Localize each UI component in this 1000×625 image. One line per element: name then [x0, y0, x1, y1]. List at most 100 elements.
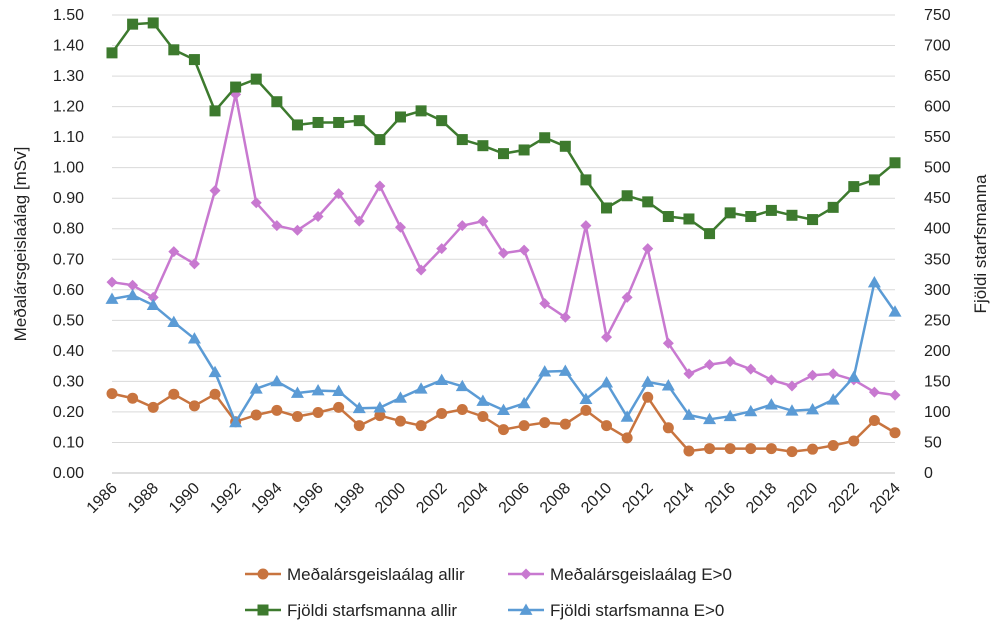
x-tick-label: 2018 — [743, 480, 780, 517]
data-point — [826, 393, 840, 405]
data-point — [868, 386, 880, 398]
data-point — [580, 404, 592, 416]
data-point — [621, 291, 633, 303]
right-axis-title: Fjöldi starfsmanna — [971, 174, 990, 313]
data-point — [188, 54, 200, 66]
data-point — [827, 368, 839, 380]
data-point — [332, 384, 346, 397]
data-point — [456, 134, 468, 146]
data-point — [291, 224, 303, 236]
x-tick-label: 1994 — [248, 480, 285, 517]
data-point — [724, 207, 736, 219]
data-point — [250, 197, 262, 209]
data-point — [745, 211, 757, 223]
data-point — [703, 412, 717, 425]
x-tick-label: 2008 — [537, 480, 574, 517]
data-point — [848, 181, 860, 193]
data-point — [848, 435, 860, 447]
data-point — [168, 388, 180, 400]
data-point — [147, 291, 159, 303]
data-point — [106, 388, 118, 400]
data-point — [827, 201, 839, 213]
data-point — [168, 246, 180, 258]
data-point — [168, 44, 180, 56]
x-tick-label: 1998 — [331, 480, 368, 517]
data-point — [271, 220, 283, 232]
data-point — [765, 443, 777, 455]
left-tick-label: 1.00 — [53, 160, 84, 177]
data-point — [374, 134, 386, 146]
left-tick-label: 0.20 — [53, 404, 84, 421]
data-point — [559, 418, 571, 430]
right-tick-label: 600 — [924, 99, 951, 116]
data-point — [415, 105, 427, 117]
data-point — [518, 420, 530, 432]
data-point — [435, 373, 449, 386]
right-tick-label: 150 — [924, 373, 951, 390]
data-point — [250, 73, 262, 85]
data-point — [498, 148, 509, 160]
data-point — [765, 204, 777, 216]
left-tick-label: 1.20 — [53, 99, 84, 116]
legend-marker — [257, 604, 269, 616]
data-point — [456, 220, 468, 232]
data-point — [786, 209, 798, 221]
data-point — [765, 374, 777, 386]
data-point — [889, 427, 901, 439]
data-point — [847, 370, 861, 383]
data-point — [642, 243, 654, 255]
data-point — [126, 288, 140, 301]
data-point — [127, 279, 139, 291]
data-point — [209, 105, 221, 117]
right-tick-label: 700 — [924, 38, 951, 55]
x-tick-label: 2000 — [372, 480, 409, 517]
data-point — [661, 379, 675, 391]
data-point — [333, 188, 345, 200]
data-point — [517, 396, 531, 409]
data-point — [455, 379, 469, 392]
data-point — [889, 157, 901, 169]
data-point — [662, 337, 674, 349]
data-point — [642, 196, 654, 208]
data-point — [290, 386, 304, 398]
data-point — [683, 368, 695, 380]
data-point — [683, 445, 695, 457]
left-tick-label: 1.30 — [53, 68, 84, 85]
data-point — [867, 275, 881, 288]
right-tick-label: 50 — [924, 434, 942, 451]
data-point — [415, 264, 427, 276]
data-point — [352, 401, 366, 414]
data-point — [723, 409, 737, 422]
data-point — [249, 382, 263, 394]
data-point — [558, 364, 572, 376]
data-point — [477, 215, 489, 227]
x-tick-label: 2010 — [578, 480, 615, 517]
legend-label: Fjöldi starfsmanna E>0 — [550, 601, 724, 620]
data-point — [105, 292, 119, 304]
data-point — [600, 376, 614, 388]
data-point — [394, 111, 406, 123]
data-point — [807, 443, 819, 455]
left-axis-title: Meðalársgeislaálag [mSv] — [11, 147, 30, 342]
data-point — [539, 132, 551, 144]
data-point — [538, 365, 552, 377]
x-tick-label: 2006 — [496, 480, 533, 517]
legend: Meðalársgeislaálag allir Meðalársgeislaál… — [245, 565, 732, 620]
legend-label: Meðalársgeislaálag allir — [287, 565, 465, 584]
data-point — [271, 96, 283, 108]
data-point — [785, 404, 799, 416]
data-point — [498, 247, 509, 259]
left-tick-label: 0.70 — [53, 251, 84, 268]
data-point — [147, 401, 159, 413]
x-tick-label: 2022 — [825, 480, 862, 517]
data-point — [414, 382, 428, 394]
data-point — [827, 440, 839, 452]
data-point — [271, 404, 283, 416]
data-point — [539, 298, 551, 310]
right-tick-label: 750 — [924, 7, 951, 24]
data-point — [745, 363, 757, 375]
data-point — [476, 394, 490, 406]
data-point — [704, 228, 716, 240]
legend-label: Meðalársgeislaálag E>0 — [550, 565, 732, 584]
